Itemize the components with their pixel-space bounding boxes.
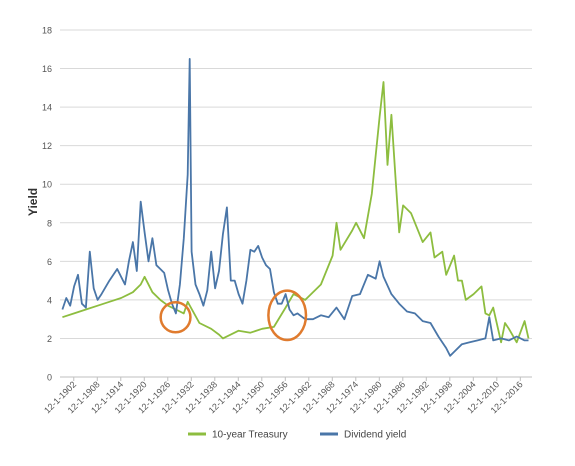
series-line-dividend-yield <box>61 58 529 357</box>
series-layer <box>61 58 530 357</box>
y-tick-label: 16 <box>42 64 52 74</box>
y-tick-label: 2 <box>47 334 52 344</box>
highlight-circle <box>159 300 192 334</box>
legend-label: Dividend yield <box>344 430 406 441</box>
y-tick-label: 4 <box>47 295 52 305</box>
x-axis-ticks: 12-1-190212-1-190812-1-191412-1-192012-1… <box>42 376 532 415</box>
y-tick-label: 0 <box>47 373 52 383</box>
legend: 10-year Treasury Dividend yield <box>188 430 406 441</box>
y-tick-label: 18 <box>42 26 52 36</box>
series-line-10-year-treasury <box>62 81 530 344</box>
y-tick-label: 10 <box>42 180 52 190</box>
legend-label: 10-year Treasury <box>212 430 288 441</box>
y-axis-ticks: 0 2 4 6 8 10 12 14 16 18 <box>42 26 52 383</box>
annotation-layer <box>159 289 308 342</box>
y-tick-label: 14 <box>42 103 52 113</box>
y-tick-label: 12 <box>42 141 52 151</box>
y-axis-label: Yield <box>26 188 40 216</box>
y-tick-label: 6 <box>47 257 52 267</box>
highlight-circle <box>267 289 308 342</box>
y-tick-label: 8 <box>47 218 52 228</box>
gridlines <box>60 29 532 378</box>
